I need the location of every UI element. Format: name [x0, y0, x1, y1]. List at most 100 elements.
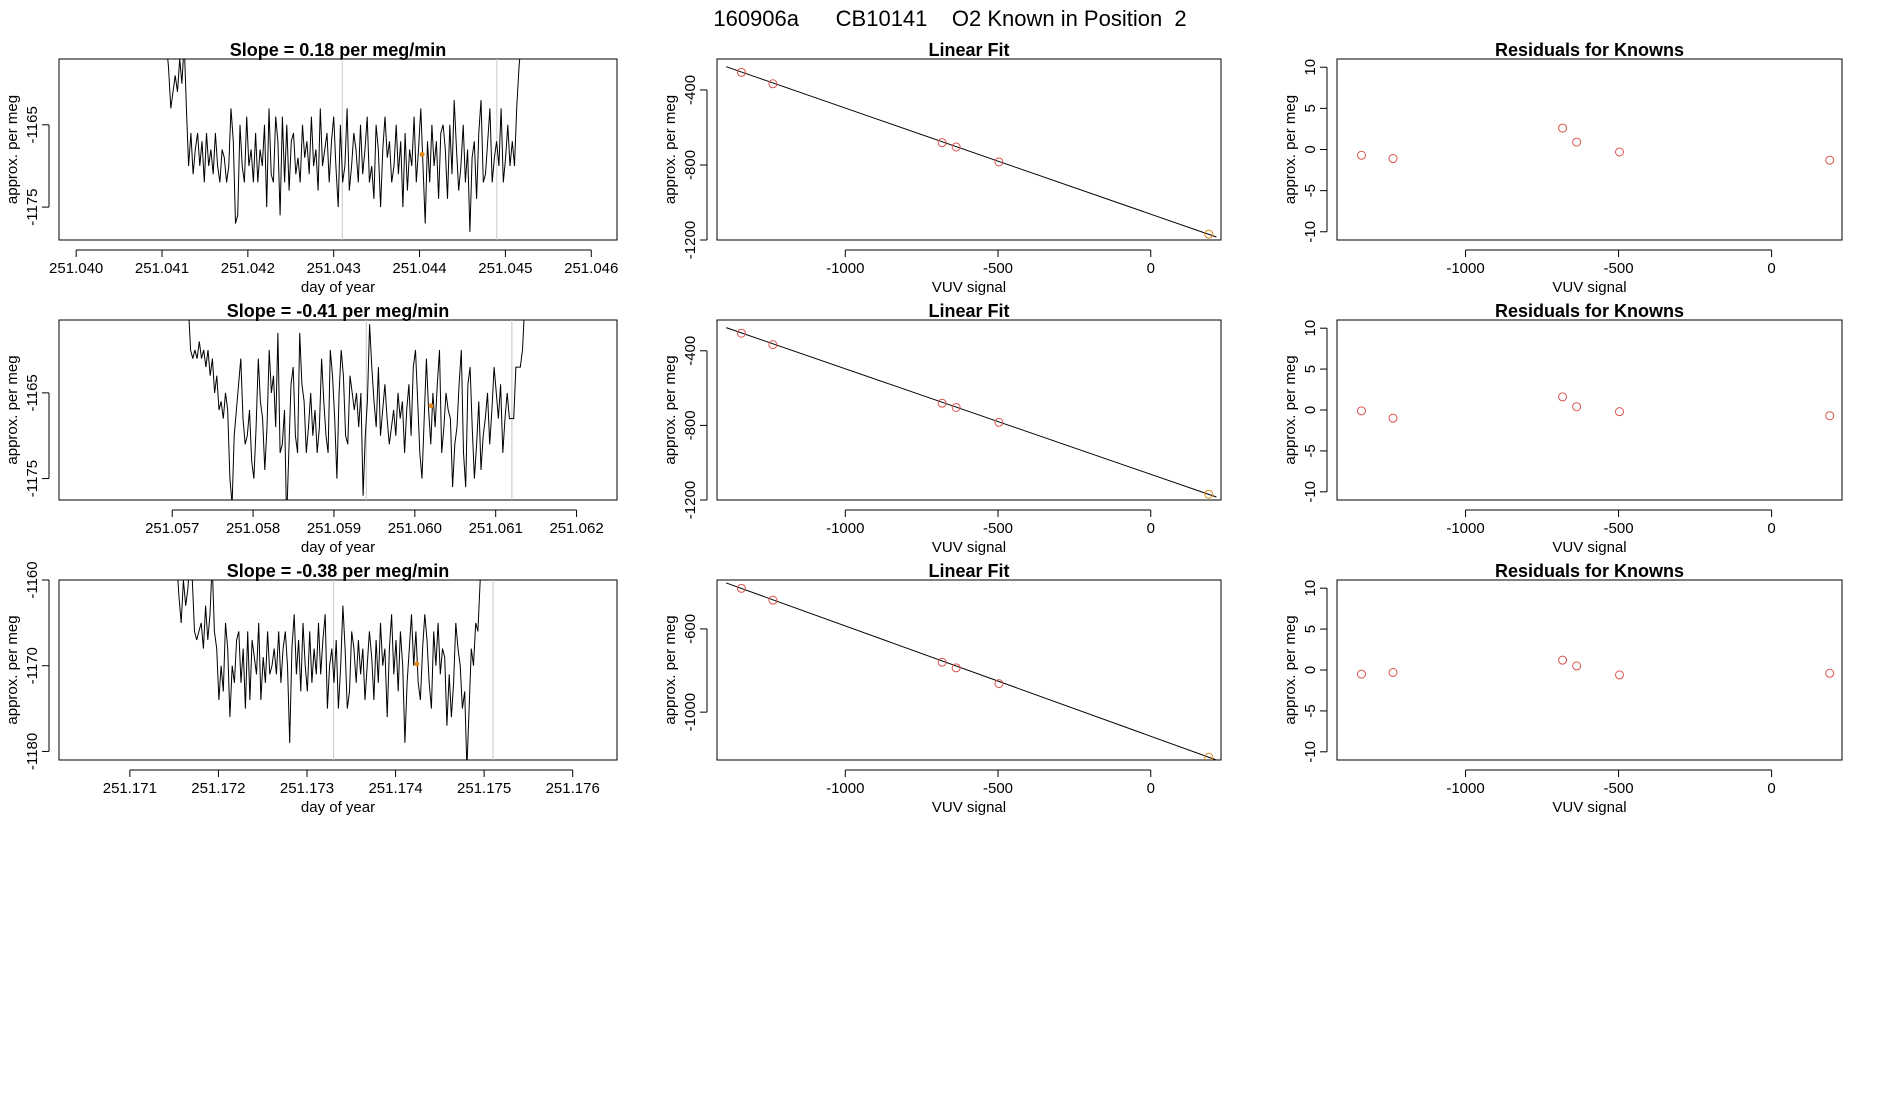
plot-area: [725, 582, 1217, 760]
data-point: [1825, 668, 1835, 678]
x-axis-label: VUV signal: [1552, 279, 1626, 296]
x-tick-label: 0: [1147, 520, 1155, 537]
series-line: [167, 59, 521, 232]
x-tick-label: -500: [983, 260, 1013, 277]
y-axis-label: approx. per meg: [4, 355, 21, 464]
y-axis: -400 -800 -1200: [682, 336, 708, 519]
x-axis-label: VUV signal: [932, 539, 1006, 556]
y-tick-label: -400: [682, 336, 699, 366]
x-tick-label: 251.174: [368, 780, 422, 797]
data-point: [1825, 155, 1835, 165]
x-axis-label: VUV signal: [932, 279, 1006, 296]
y-tick-label: 0: [1302, 406, 1319, 414]
x-tick-label: -500: [1604, 780, 1634, 797]
data-point: [937, 138, 947, 148]
time-series-1: Slope = 0.18 per meg/min 251.040 251.041 25…: [4, 40, 618, 296]
data-point: [994, 679, 1004, 689]
x-tick-label: 0: [1147, 780, 1155, 797]
data-point: [1204, 752, 1214, 760]
y-tick-label: 10: [1302, 320, 1319, 337]
data-point: [768, 340, 778, 350]
panel-title: Residuals for Knowns: [1495, 301, 1684, 321]
x-tick-label: 251.057: [145, 520, 199, 537]
data-point: [951, 402, 961, 412]
data-point: [1204, 229, 1214, 239]
data-point: [1558, 123, 1568, 133]
y-tick-label: -600: [682, 614, 699, 644]
fit-line: [725, 66, 1217, 238]
x-tick-label: 251.044: [392, 260, 446, 277]
x-axis: 251.171 251.172 251.173 251.174 251.175 251.1…: [103, 769, 600, 797]
residuals-1: Residuals for Knowns -1000 -500 0 VUV signal…: [1282, 40, 1843, 296]
y-tick-label: -10: [1302, 221, 1319, 243]
x-tick-label: -1000: [1446, 780, 1484, 797]
data-point: [768, 79, 778, 89]
x-tick-label: 0: [1767, 520, 1775, 537]
x-tick-label: 251.042: [221, 260, 275, 277]
plot-frame: [716, 58, 1222, 241]
y-tick-label: -5: [1302, 704, 1319, 717]
fit-line: [726, 327, 1217, 498]
x-tick-label: -500: [983, 520, 1013, 537]
x-tick-label: 251.175: [457, 780, 511, 797]
data-point: [1614, 147, 1624, 157]
x-tick-label: 251.173: [280, 780, 334, 797]
plot-area: [188, 320, 525, 500]
plot-area: [1356, 123, 1835, 165]
x-tick-label: -1000: [826, 260, 864, 277]
x-axis-label: VUV signal: [1552, 799, 1626, 816]
x-tick-label: -500: [1604, 260, 1634, 277]
plot-frame: [716, 579, 1222, 761]
x-tick-label: -1000: [1446, 260, 1484, 277]
panel-title: Residuals for Knowns: [1495, 561, 1684, 581]
x-tick-label: 251.040: [49, 260, 103, 277]
linear-fit-1: Linear Fit -1000 -500 0 VUV signal -400 -800 -1…: [662, 40, 1222, 296]
plot-frame: [1336, 579, 1843, 761]
residuals-2: Residuals for Knowns -1000 -500 0 VUV signal…: [1282, 301, 1843, 556]
panels-grid: Slope = 0.18 per meg/min 251.040 251.041 25…: [4, 40, 1843, 816]
data-point: [1825, 411, 1835, 421]
data-point: [951, 663, 961, 673]
data-point: [1614, 670, 1624, 680]
y-axis: 10 5 0 -5 -10: [1302, 320, 1328, 503]
x-tick-label: -1000: [826, 520, 864, 537]
y-tick-label: 10: [1302, 59, 1319, 76]
y-tick-label: -1200: [682, 221, 699, 259]
x-axis-label: VUV signal: [932, 799, 1006, 816]
x-axis-label: VUV signal: [1552, 539, 1626, 556]
series-line: [177, 580, 481, 760]
x-axis: 251.040 251.041 251.042 251.043 251.044 251.0…: [49, 249, 618, 277]
plot-area: [167, 59, 521, 240]
data-point: [1356, 669, 1366, 679]
panel-title: Slope = -0.38 per meg/min: [227, 561, 450, 581]
linear-fit-2: Linear Fit -1000 -500 0 VUV signal -400 -800 -1…: [662, 301, 1222, 556]
y-tick-label: -1175: [24, 460, 41, 497]
data-point: [937, 657, 947, 667]
y-tick-label: 5: [1302, 625, 1319, 633]
y-axis: 10 5 0 -5 -10: [1302, 580, 1328, 763]
x-axis-label: day of year: [301, 539, 375, 556]
y-tick-label: 10: [1302, 580, 1319, 597]
panel-title: Slope = 0.18 per meg/min: [230, 40, 447, 60]
x-tick-label: 0: [1767, 780, 1775, 797]
data-point: [1572, 137, 1582, 147]
x-tick-label: 251.060: [388, 520, 442, 537]
y-tick-label: -1160: [24, 561, 41, 598]
y-axis-label: approx. per meg: [1282, 355, 1299, 464]
y-tick-label: -1165: [24, 374, 41, 411]
x-axis: -1000 -500 0: [826, 769, 1155, 797]
y-tick-label: -1170: [24, 647, 41, 684]
y-axis: -400 -800 -1200: [682, 75, 708, 259]
data-point: [1572, 661, 1582, 671]
data-point: [1614, 407, 1624, 417]
y-axis-label: approx. per meg: [662, 355, 679, 464]
plot-frame: [58, 319, 618, 501]
panel-title: Linear Fit: [928, 561, 1009, 581]
highlight-point: [419, 151, 425, 157]
data-point: [1204, 489, 1214, 499]
x-tick-label: -1000: [826, 780, 864, 797]
y-tick-label: -10: [1302, 481, 1319, 503]
x-tick-label: -1000: [1446, 520, 1484, 537]
